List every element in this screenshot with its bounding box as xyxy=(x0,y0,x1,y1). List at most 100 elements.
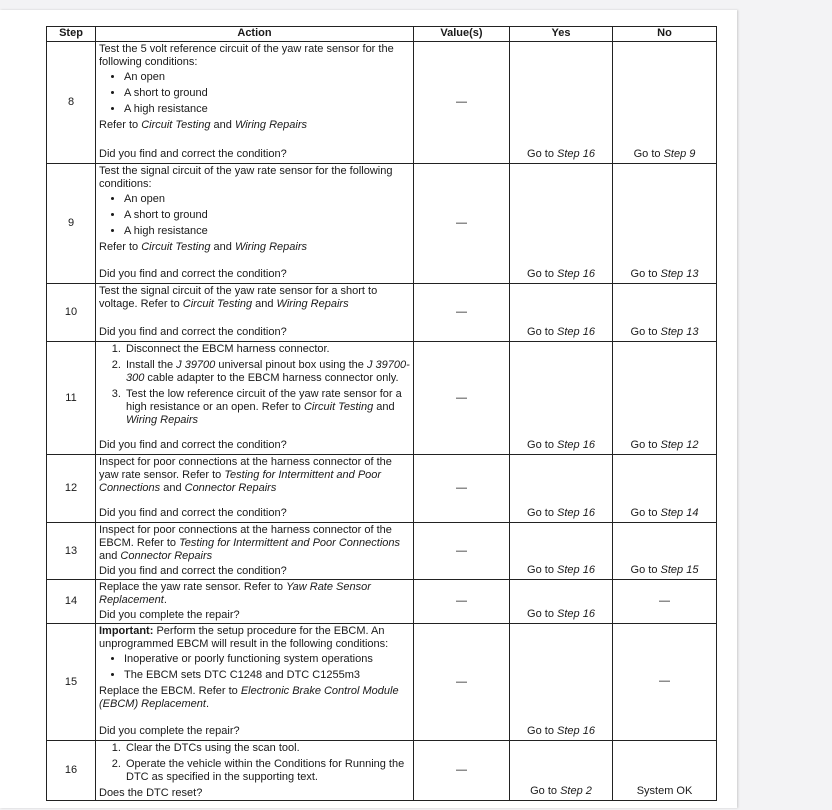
action-question: Did you find and correct the condition? xyxy=(99,326,287,338)
text-segment: Go to xyxy=(527,564,558,576)
step-number: 10 xyxy=(46,283,96,342)
action-question: Did you complete the repair? xyxy=(99,609,240,621)
list-item: A high resistance xyxy=(124,225,410,238)
action-question: Did you find and correct the condition? xyxy=(99,148,287,160)
reference-link-text: Wiring Repairs xyxy=(234,119,307,131)
text-segment: Go to xyxy=(633,148,664,160)
action-instructions: Clear the DTCs using the scan tool. Opera… xyxy=(99,742,410,787)
no-cell: Go to Step 15 xyxy=(612,522,717,580)
bullet-list: An open A short to ground A high resistanc… xyxy=(99,193,410,238)
text-segment: Go to xyxy=(527,507,558,519)
diagnostic-table: Step Action Value(s) Yes No 8 Test the 5 … xyxy=(46,26,717,801)
text-segment: A short to ground xyxy=(124,87,208,99)
list-item: Test the low reference circuit of the ya… xyxy=(124,388,410,427)
header-yes: Yes xyxy=(509,26,613,42)
reference-link-text: Step 13 xyxy=(660,268,699,280)
action-question: Did you complete the repair? xyxy=(99,725,240,737)
text-segment: Go to xyxy=(527,326,558,338)
document-page: Step Action Value(s) Yes No 8 Test the 5 … xyxy=(0,10,737,808)
text-segment: Go to xyxy=(527,268,558,280)
action-cell: Important: Perform the setup procedure f… xyxy=(95,623,414,741)
action-cell: Inspect for poor connections at the harn… xyxy=(95,522,414,580)
spacer xyxy=(99,497,410,507)
action-cell: Disconnect the EBCM harness connector. In… xyxy=(95,341,414,455)
text-segment: and xyxy=(99,550,121,562)
table-row: 10 Test the signal circuit of the yaw rat… xyxy=(46,283,717,342)
text-segment: and xyxy=(373,401,395,413)
text-segment: A high resistance xyxy=(124,225,208,237)
list-item: An open xyxy=(124,71,410,84)
action-instructions: Test the signal circuit of the yaw rate … xyxy=(99,285,410,313)
list-item: Inoperative or poorly functioning system… xyxy=(124,653,410,666)
step-number: 8 xyxy=(46,41,96,164)
action-content: Clear the DTCs using the scan tool. Opera… xyxy=(99,742,410,799)
reference-link-text: Step 16 xyxy=(557,148,595,160)
spacer xyxy=(99,713,410,725)
table-row: 12 Inspect for poor connections at the ha… xyxy=(46,454,717,523)
action-paragraph: Test the 5 volt reference circuit of the… xyxy=(99,43,410,69)
yes-cell: Go to Step 2 xyxy=(509,740,613,801)
reference-link-text: Step 15 xyxy=(660,564,699,576)
table-row: 9 Test the signal circuit of the yaw rate… xyxy=(46,163,717,284)
action-paragraph: Replace the EBCM. Refer to Electronic Br… xyxy=(99,685,410,711)
numbered-list: Clear the DTCs using the scan tool. Opera… xyxy=(99,742,410,784)
text-segment: and xyxy=(252,298,277,310)
value-cell: — xyxy=(413,623,510,741)
no-cell: Go to Step 14 xyxy=(612,454,717,523)
action-content: Inspect for poor connections at the harn… xyxy=(99,524,410,577)
reference-link-text: Step 16 xyxy=(557,439,595,451)
text-segment: A high resistance xyxy=(124,103,208,115)
yes-cell: Go to Step 16 xyxy=(509,454,613,523)
action-cell: Replace the yaw rate sensor. Refer to Ya… xyxy=(95,579,414,624)
reference-link-text: Step 9 xyxy=(663,148,696,160)
action-cell: Test the signal circuit of the yaw rate … xyxy=(95,283,414,342)
yes-cell: Go to Step 16 xyxy=(509,41,613,164)
no-cell: Go to Step 9 xyxy=(612,41,717,164)
text-segment: Replace the yaw rate sensor. Refer to xyxy=(99,581,287,593)
action-content: Replace the yaw rate sensor. Refer to Ya… xyxy=(99,581,410,621)
action-paragraph: Test the signal circuit of the yaw rate … xyxy=(99,165,410,191)
text-segment: and xyxy=(210,119,235,131)
text-segment: — xyxy=(659,675,670,687)
header-values: Value(s) xyxy=(413,26,510,42)
action-instructions: Replace the yaw rate sensor. Refer to Ya… xyxy=(99,581,410,609)
action-content: Test the signal circuit of the yaw rate … xyxy=(99,165,410,281)
spacer xyxy=(99,256,410,268)
value-cell: — xyxy=(413,341,510,455)
action-instructions: Important: Perform the setup procedure f… xyxy=(99,625,410,713)
text-segment: Go to xyxy=(527,608,558,620)
reference-link-text: Wiring Repairs xyxy=(126,414,199,426)
action-question: Did you find and correct the condition? xyxy=(99,439,287,451)
text-segment: Refer to xyxy=(99,119,142,131)
reference-link-text: Connector Repairs xyxy=(184,482,277,494)
reference-link-text: Testing for Intermittent and Poor Connec… xyxy=(179,537,401,549)
emphasis-text: Important: xyxy=(99,625,154,637)
step-number: 16 xyxy=(46,740,96,801)
action-content: Test the 5 volt reference circuit of the… xyxy=(99,43,410,161)
action-paragraph: Refer to Circuit Testing and Wiring Repa… xyxy=(99,241,410,254)
action-question: Did you find and correct the condition? xyxy=(99,268,287,280)
action-instructions: Inspect for poor connections at the harn… xyxy=(99,524,410,565)
value-cell: — xyxy=(413,522,510,580)
spacer xyxy=(99,313,410,326)
header-step: Step xyxy=(46,26,96,42)
text-segment: The EBCM sets DTC C1248 and DTC C1255m3 xyxy=(124,669,360,681)
text-segment: Go to xyxy=(527,148,558,160)
value-cell: — xyxy=(413,163,510,284)
no-cell: — xyxy=(612,579,717,624)
text-segment: Go to xyxy=(630,268,661,280)
text-segment: Inspect for poor connections at the harn… xyxy=(99,524,392,549)
list-item: Disconnect the EBCM harness connector. xyxy=(124,343,410,356)
text-segment: Go to xyxy=(630,439,661,451)
reference-link-text: Step 12 xyxy=(660,439,699,451)
yes-cell: Go to Step 16 xyxy=(509,623,613,741)
step-number: 9 xyxy=(46,163,96,284)
action-content: Test the signal circuit of the yaw rate … xyxy=(99,285,410,339)
action-content: Disconnect the EBCM harness connector. In… xyxy=(99,343,410,452)
action-paragraph: Inspect for poor connections at the harn… xyxy=(99,456,410,495)
text-segment: Go to xyxy=(530,785,561,797)
step-number: 15 xyxy=(46,623,96,741)
spacer xyxy=(99,430,410,439)
reference-link-text: Wiring Repairs xyxy=(276,298,349,310)
reference-link-text: Step 16 xyxy=(557,268,595,280)
